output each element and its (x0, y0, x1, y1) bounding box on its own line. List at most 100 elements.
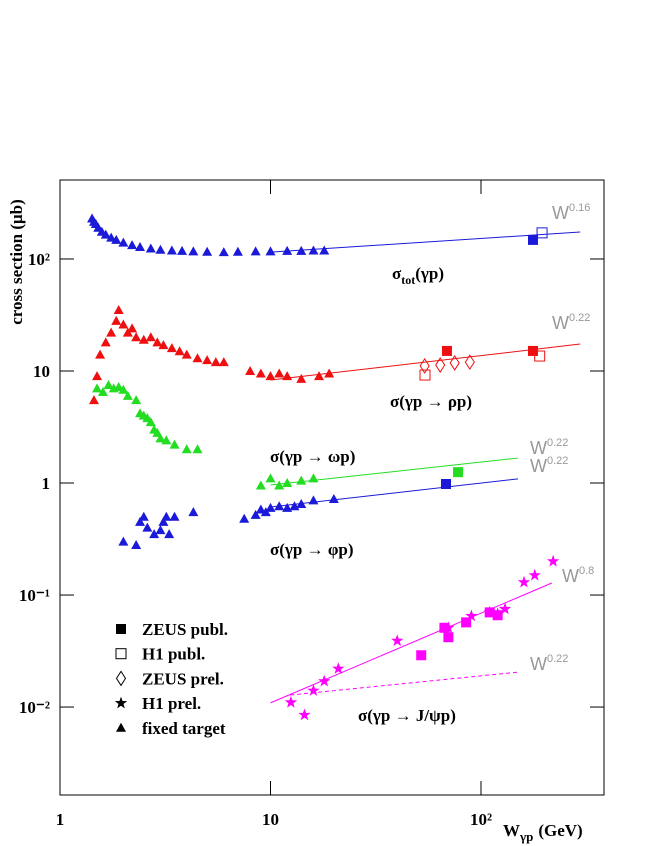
data-point (255, 368, 266, 378)
exponent-label: W0.8 (562, 565, 594, 586)
data-point (282, 478, 293, 488)
process-label: σ(γp → φp) (270, 540, 354, 559)
data-point (122, 390, 133, 400)
data-point (250, 246, 261, 256)
data-point (308, 245, 319, 255)
exponent-power: 0.22 (547, 455, 568, 467)
data-point (439, 622, 450, 633)
legend-label: H1 prel. (142, 694, 201, 713)
exponent-base: W (530, 456, 547, 476)
data-point (232, 246, 243, 256)
x-tick-label: 10² (470, 810, 492, 829)
legend-marker (114, 696, 128, 709)
data-point (255, 504, 266, 514)
data-point (435, 357, 446, 373)
x-tick-label: 1 (56, 810, 65, 829)
x-label-main: W (503, 821, 520, 840)
data-point (192, 444, 203, 454)
data-point (284, 695, 298, 708)
data-point (318, 674, 331, 687)
data-point (103, 379, 114, 389)
data-point (296, 498, 307, 508)
data-point (296, 245, 307, 255)
data-point (131, 332, 142, 342)
data-point (118, 319, 129, 329)
data-point (282, 502, 293, 512)
data-point (100, 337, 111, 347)
x-axis-label: Wγp (GeV) (503, 821, 583, 844)
data-point (298, 708, 311, 721)
data-point (391, 634, 404, 647)
data-point (443, 632, 454, 643)
process-label-main: σ (392, 264, 402, 283)
data-point (332, 662, 345, 674)
data-point (155, 525, 166, 535)
data-point (265, 371, 276, 381)
data-point (453, 467, 464, 478)
exponent-base: W (552, 313, 569, 333)
data-point (155, 433, 166, 443)
data-point (145, 243, 156, 253)
exponent-base: W (530, 654, 547, 674)
data-point (449, 355, 460, 371)
data-point (181, 349, 192, 359)
data-point (118, 536, 129, 546)
data-point (177, 245, 188, 255)
data-point (166, 343, 177, 353)
data-point (138, 334, 149, 344)
exponent-base: W (530, 438, 547, 458)
y-tick-label: 10 (33, 362, 50, 381)
exponent-power: 0.22 (547, 437, 568, 449)
data-point (484, 607, 495, 618)
data-point (307, 684, 320, 696)
data-point (328, 493, 339, 503)
data-point (118, 384, 129, 394)
data-point (536, 227, 548, 239)
process-label-main: σ(γp → ρp) (390, 392, 472, 411)
data-point (169, 511, 180, 521)
data-point (188, 507, 199, 517)
data-point (282, 245, 293, 255)
process-label-main: σ(γp → J/ψp) (358, 706, 456, 725)
data-point (161, 435, 172, 445)
data-point (464, 354, 475, 371)
data-point (274, 480, 285, 490)
data-point (92, 371, 103, 381)
data-point (441, 478, 452, 489)
process-label: σ(γp → ρp) (390, 392, 472, 411)
data-point (416, 650, 427, 661)
data-point (250, 509, 261, 519)
data-point (441, 345, 452, 356)
data-point (152, 337, 163, 347)
data-point (166, 245, 177, 255)
data-point (111, 234, 122, 244)
data-point (113, 305, 124, 315)
data-point (282, 371, 293, 381)
fit-line (290, 671, 519, 696)
process-label-main: σ(γp → ωp) (270, 447, 355, 466)
exponent-power: 0.8 (579, 565, 594, 577)
data-point (218, 247, 229, 257)
data-point (324, 368, 335, 378)
data-point (296, 475, 307, 485)
exponent-base: W (562, 566, 579, 586)
data-point (135, 241, 146, 251)
data-point (255, 480, 266, 490)
data-point (265, 473, 276, 483)
data-point (138, 511, 149, 521)
data-point (308, 473, 319, 483)
y-tick-label: 10⁻² (19, 698, 50, 717)
data-point (145, 332, 156, 342)
data-point (274, 368, 285, 378)
plot-frame (59, 179, 605, 796)
data-point (245, 365, 256, 375)
data-point (528, 568, 541, 581)
fit-line (270, 582, 553, 704)
process-label-main: σ(γp → φp) (270, 540, 354, 559)
data-point (100, 229, 111, 239)
data-point (274, 501, 285, 511)
exponent-label: W0.22 (552, 312, 590, 333)
data-point (517, 575, 531, 588)
data-point (158, 516, 169, 526)
process-label: σ(γp → J/ψp) (358, 706, 456, 725)
